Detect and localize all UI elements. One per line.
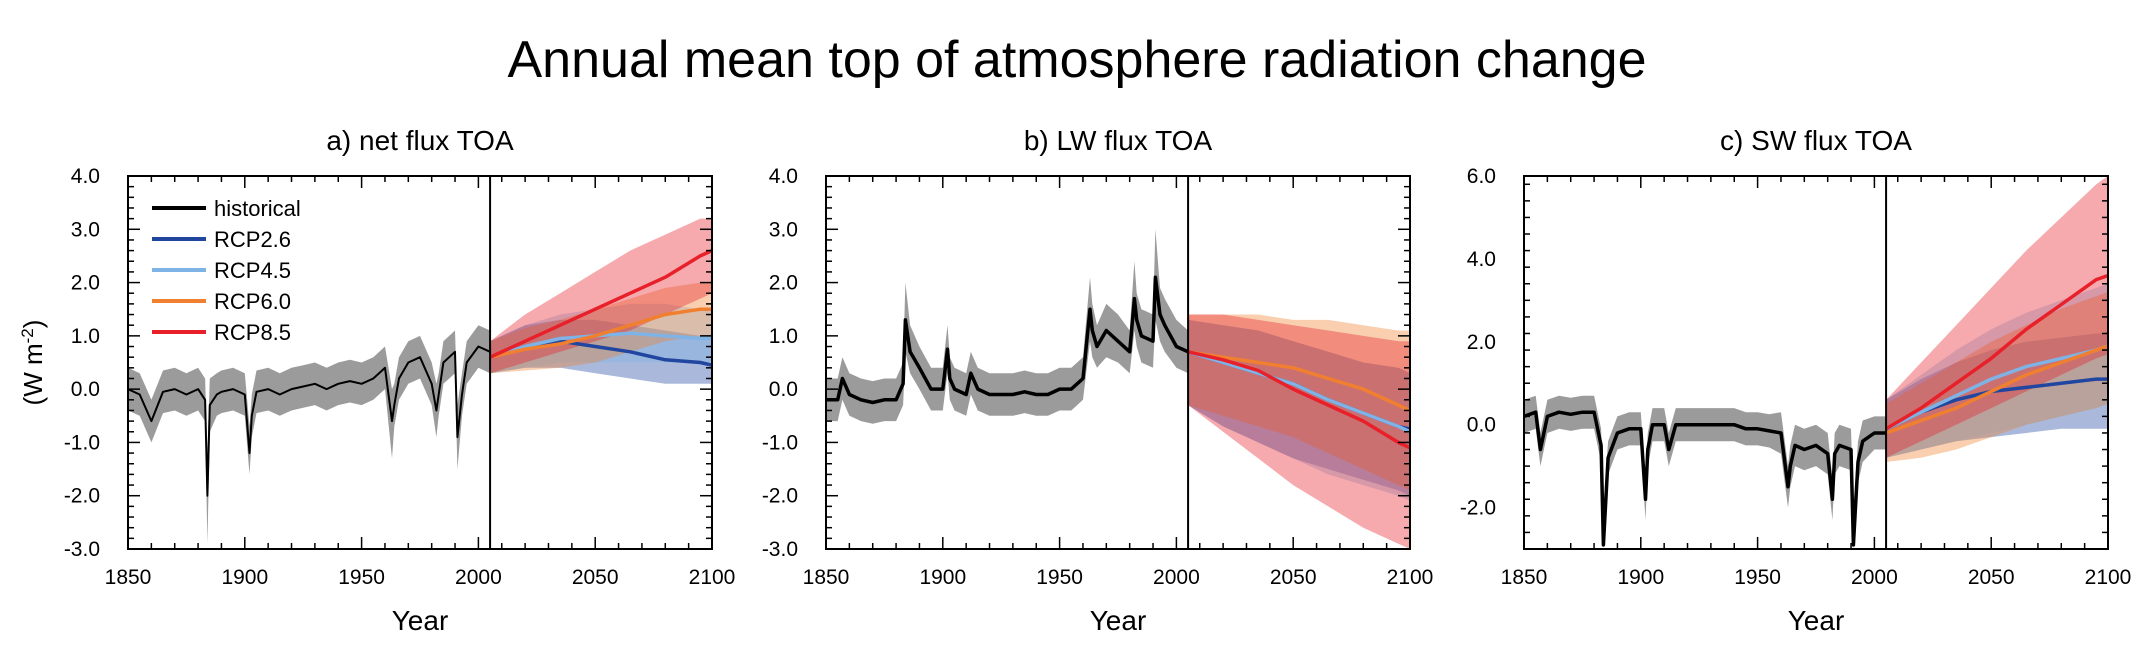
y-axis-label-close: ) [18, 320, 48, 329]
y-axis-label: (W m-2) [18, 320, 48, 406]
legend-label: historical [214, 196, 301, 221]
line-historical [1524, 410, 1887, 547]
x-tick-label: 2050 [572, 566, 619, 589]
x-tick-label: 2000 [455, 566, 502, 589]
panel-1: a) net flux TOA 1850 1900 1950 2000 2050 2100 -… [18, 125, 735, 636]
line-rcp45 [1187, 350, 1410, 434]
plot-frame [127, 175, 713, 550]
panel-title: c) SW flux TOA [1720, 125, 1912, 156]
x-tick-label: 2050 [1270, 566, 1317, 589]
line-rcp85 [1187, 350, 1410, 450]
band-rcp85 [490, 218, 712, 374]
line-rcp60 [1885, 344, 2108, 435]
y-tick-label: 4.0 [1467, 248, 1496, 271]
band-historical [128, 325, 491, 544]
line-rcp60 [1187, 350, 1410, 413]
band-rcp85 [1188, 314, 1410, 549]
x-tick-label: 2000 [1851, 566, 1898, 589]
y-tick-label: 0.0 [769, 378, 798, 401]
y-tick-label: 1.0 [71, 325, 100, 348]
line-rcp85 [489, 249, 712, 359]
legend-label: RCP6.0 [214, 289, 291, 314]
y-tick-label: 6.0 [1467, 165, 1496, 188]
line-rcp60 [489, 307, 712, 359]
legend-label: RCP2.6 [214, 227, 291, 252]
x-axis-label: Year [1090, 605, 1147, 636]
y-axis-label-sup: -2 [18, 328, 37, 343]
legend-label: RCP8.5 [214, 320, 291, 345]
x-tick-label: 1900 [221, 566, 268, 589]
panel-3: c) SW flux TOA 1850 1900 1950 2000 2050 2100 -2… [1460, 125, 2132, 636]
x-tick-label: 2100 [689, 566, 736, 589]
x-axis-label: Year [1788, 605, 1845, 636]
legend-label: RCP4.5 [214, 258, 291, 283]
y-tick-label: 2.0 [71, 272, 100, 295]
plot-area [826, 229, 1410, 549]
y-tick-label: -2.0 [1460, 497, 1496, 520]
band-rcp26 [1188, 319, 1410, 496]
y-tick-label: -1.0 [762, 431, 798, 454]
plot-area [1524, 176, 2108, 549]
y-tick-label: 3.0 [71, 218, 100, 241]
line-rcp85 [1885, 273, 2108, 431]
x-tick-label: 2100 [2085, 566, 2132, 589]
x-tick-label: 2050 [1968, 566, 2015, 589]
y-tick-label: -3.0 [64, 538, 100, 561]
panel-2: b) LW flux TOA 1850 1900 1950 2000 2050 2100 -3… [762, 125, 1434, 636]
line-historical [128, 345, 491, 497]
plot-frame [825, 175, 1411, 550]
band-rcp45 [490, 303, 712, 374]
x-tick-label: 2100 [1387, 566, 1434, 589]
y-tick-label: 4.0 [71, 165, 100, 188]
band-rcp60 [490, 282, 712, 374]
x-axis-label: Year [392, 605, 449, 636]
x-tick-label: 1850 [803, 566, 850, 589]
plot-area [128, 218, 712, 544]
y-tick-label: 2.0 [769, 272, 798, 295]
y-tick-label: 0.0 [1467, 414, 1496, 437]
y-tick-label: -3.0 [762, 538, 798, 561]
band-historical [826, 229, 1189, 424]
x-tick-label: 1850 [1501, 566, 1548, 589]
plot-frame [1523, 175, 2109, 550]
y-tick-label: 3.0 [769, 218, 798, 241]
line-rcp45 [489, 331, 712, 359]
y-tick-label: 4.0 [769, 165, 798, 188]
panel-title: a) net flux TOA [326, 125, 514, 156]
band-historical [1524, 395, 1887, 549]
y-tick-label: -2.0 [64, 485, 100, 508]
y-tick-label: -2.0 [762, 485, 798, 508]
figure-title: Annual mean top of atmosphere radiation … [507, 31, 1647, 89]
y-tick-label: -1.0 [64, 431, 100, 454]
y-axis-label-base: (W m [18, 343, 48, 405]
legend: historical RCP2.6 RCP4.5 RCP6.0 RCP8.5 [152, 196, 301, 345]
x-tick-label: 1950 [338, 566, 385, 589]
y-tick-label: 0.0 [71, 378, 100, 401]
y-tick-label: 1.0 [769, 325, 798, 348]
y-tick-label: 2.0 [1467, 331, 1496, 354]
x-tick-label: 1950 [1734, 566, 1781, 589]
band-rcp85 [1886, 176, 2108, 458]
band-rcp60 [1188, 314, 1410, 491]
line-historical [826, 275, 1189, 405]
panel-title: b) LW flux TOA [1024, 125, 1213, 156]
x-tick-label: 1850 [105, 566, 152, 589]
x-tick-label: 1900 [1617, 566, 1664, 589]
x-tick-label: 1900 [919, 566, 966, 589]
x-tick-label: 1950 [1036, 566, 1083, 589]
x-tick-label: 2000 [1153, 566, 1200, 589]
